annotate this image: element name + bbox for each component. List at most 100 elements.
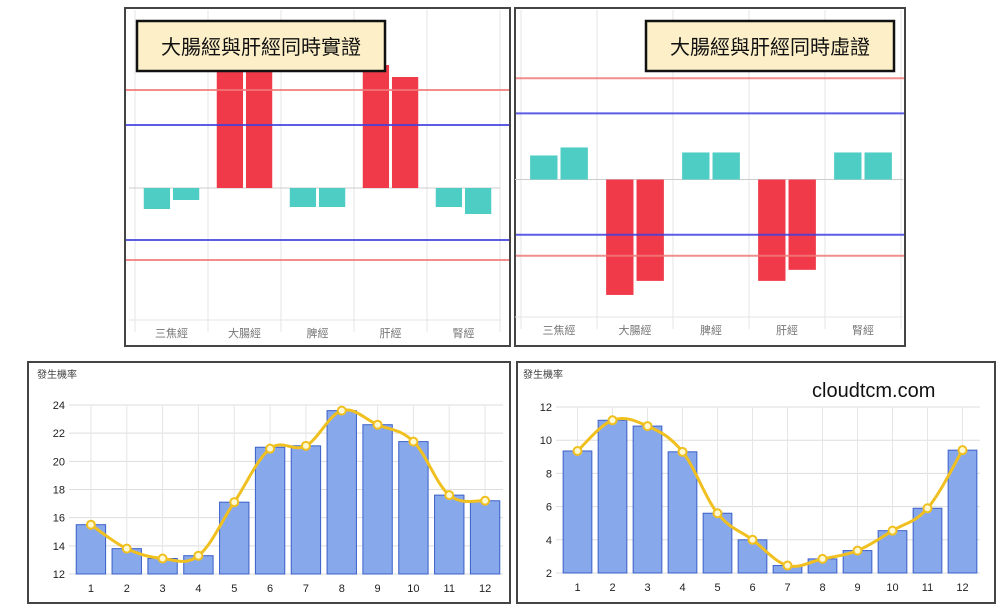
trend-point-month-11 xyxy=(444,490,455,501)
bar-month-2 xyxy=(597,419,628,574)
trend-point-month-3 xyxy=(157,553,168,564)
y-tick-label: 12 xyxy=(53,569,65,581)
x-tick-label: 7 xyxy=(784,582,790,594)
bar-三焦經-2 xyxy=(560,147,588,180)
bar-三焦經-1 xyxy=(530,155,558,180)
bar-month-9 xyxy=(362,424,393,575)
y-axis-label: 發生機率 xyxy=(523,368,563,381)
trend-point-month-12 xyxy=(480,495,491,506)
y-tick-label: 12 xyxy=(540,402,552,414)
bar-month-12 xyxy=(469,500,501,575)
trend-point-month-9 xyxy=(852,545,863,556)
category-label: 脾經 xyxy=(700,323,722,337)
bar-肝經-2 xyxy=(788,179,816,270)
category-label: 腎經 xyxy=(453,326,475,340)
category-label: 大腸經 xyxy=(619,323,652,337)
category-label: 脾經 xyxy=(307,326,329,340)
y-tick-label: 20 xyxy=(53,456,65,468)
bar-大腸經-1 xyxy=(606,179,634,295)
title-box xyxy=(644,19,896,73)
category-label: 大腸經 xyxy=(228,326,261,340)
trend-point-month-8 xyxy=(817,553,828,564)
trend-point-month-11 xyxy=(922,503,933,514)
y-tick-label: 22 xyxy=(53,428,65,440)
x-tick-label: 3 xyxy=(160,583,166,595)
x-tick-label: 4 xyxy=(195,583,201,595)
bar-month-5 xyxy=(219,501,250,575)
bar-三焦經-1 xyxy=(143,188,171,209)
category-label: 三焦經 xyxy=(543,323,576,337)
bar-month-3 xyxy=(632,425,663,574)
x-tick-label: 8 xyxy=(339,583,345,595)
bar-腎經-1 xyxy=(834,152,862,180)
bar-脾經-1 xyxy=(289,188,317,207)
x-tick-label: 2 xyxy=(609,582,615,594)
category-label: 腎經 xyxy=(852,323,874,337)
x-tick-label: 2 xyxy=(124,583,130,595)
category-label: 三焦經 xyxy=(155,326,188,340)
bar-腎經-1 xyxy=(435,188,463,207)
trend-point-month-7 xyxy=(782,560,793,571)
excess-chart-panel: 三焦經 大腸經 脾經 肝經 腎經 大腸經與肝經同時實證 xyxy=(124,7,511,347)
trend-point-month-2 xyxy=(121,543,132,554)
bar-month-4 xyxy=(667,451,698,574)
bar-大腸經-1 xyxy=(216,65,244,188)
trend-point-month-5 xyxy=(712,508,723,519)
watermark-text: cloudtcm.com xyxy=(812,380,935,402)
category-label: 肝經 xyxy=(776,323,798,337)
bar-month-8 xyxy=(326,410,357,575)
bar-腎經-2 xyxy=(864,152,892,180)
x-tick-label: 6 xyxy=(749,582,755,594)
x-tick-label: 12 xyxy=(479,583,491,595)
y-tick-label: 16 xyxy=(53,513,65,525)
bar-肝經-1 xyxy=(758,179,786,281)
x-tick-label: 3 xyxy=(644,582,650,594)
bar-肝經-1 xyxy=(362,65,390,188)
trend-point-month-1 xyxy=(85,519,96,530)
y-tick-label: 24 xyxy=(53,400,65,412)
bar-month-10 xyxy=(398,441,429,575)
x-tick-label: 9 xyxy=(854,582,860,594)
x-tick-label: 1 xyxy=(88,583,94,595)
trend-point-month-6 xyxy=(265,443,276,454)
trend-point-month-12 xyxy=(957,445,968,456)
x-tick-label: 11 xyxy=(922,582,933,594)
y-tick-label: 14 xyxy=(53,541,65,553)
trend-point-month-2 xyxy=(607,415,618,426)
x-tick-label: 5 xyxy=(231,583,237,595)
y-tick-label: 8 xyxy=(546,468,552,480)
bar-month-6 xyxy=(254,446,286,575)
x-tick-label: 4 xyxy=(679,582,685,594)
y-tick-label: 18 xyxy=(53,485,65,497)
title-box xyxy=(135,19,387,73)
trend-point-month-7 xyxy=(300,440,311,451)
bar-month-7 xyxy=(290,445,322,575)
trend-point-month-4 xyxy=(193,550,204,561)
y-tick-label: 6 xyxy=(546,502,552,514)
bar-脾經-2 xyxy=(712,152,740,180)
trend-point-month-1 xyxy=(572,445,583,456)
x-tick-label: 12 xyxy=(956,582,968,594)
bar-三焦經-2 xyxy=(172,188,200,200)
bar-肝經-2 xyxy=(391,77,419,188)
y-tick-label: 2 xyxy=(546,568,552,580)
trend-point-month-9 xyxy=(372,419,383,430)
trend-point-month-10 xyxy=(887,525,898,536)
x-tick-label: 10 xyxy=(886,582,898,594)
deficiency-chart-panel: 三焦經 大腸經 脾經 肝經 腎經 大腸經與肝經同時虛證 xyxy=(514,7,906,347)
trend-point-month-5 xyxy=(229,497,240,508)
bar-脾經-2 xyxy=(318,188,346,207)
x-tick-label: 7 xyxy=(303,583,309,595)
x-tick-label: 6 xyxy=(267,583,273,595)
bar-month-6 xyxy=(737,539,768,574)
category-label: 肝經 xyxy=(380,326,402,340)
bar-腎經-2 xyxy=(464,188,492,214)
trend-point-month-8 xyxy=(336,405,347,416)
x-tick-label: 1 xyxy=(574,582,580,594)
x-tick-label: 11 xyxy=(444,583,455,595)
trend-point-month-6 xyxy=(747,534,758,545)
x-tick-label: 5 xyxy=(714,582,720,594)
chart-title: 大腸經與肝經同時虛證 xyxy=(670,35,870,59)
